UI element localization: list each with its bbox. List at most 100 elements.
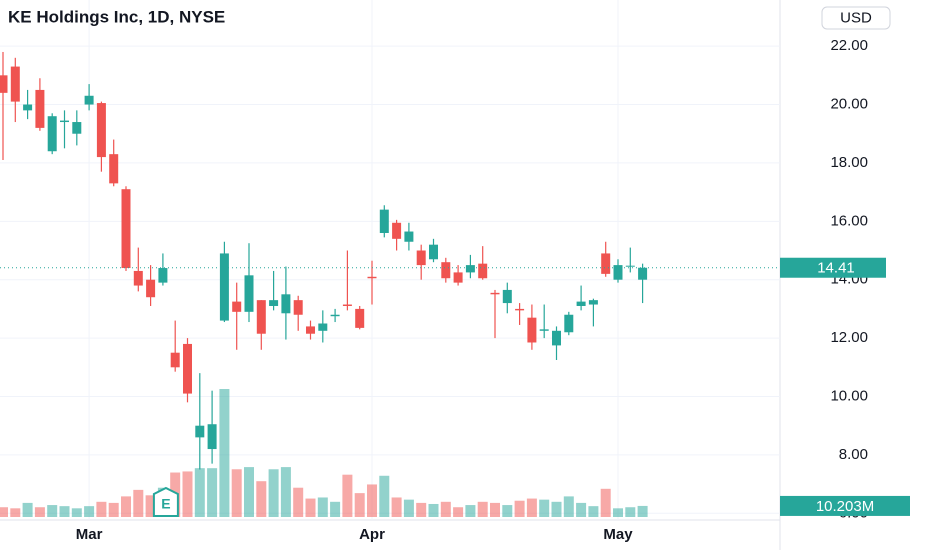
- volume-bar: [71, 508, 82, 517]
- candle-body: [515, 308, 525, 311]
- candle-body: [293, 300, 303, 315]
- volume-bar: [588, 506, 599, 517]
- candle-body: [158, 268, 168, 283]
- volume-bar: [563, 496, 574, 517]
- volume-bar: [416, 502, 427, 517]
- y-tick-label: 8.00: [839, 446, 868, 463]
- volume-bar: [490, 502, 500, 517]
- last-volume-label: 10.203M: [816, 498, 874, 515]
- volume-bar: [108, 502, 119, 517]
- candle-body: [342, 304, 352, 306]
- volume-bar: [514, 500, 525, 517]
- y-tick-label: 12.00: [830, 329, 868, 346]
- candle-body: [256, 300, 266, 334]
- x-tick-label: Mar: [76, 526, 103, 543]
- volume-bar: [600, 488, 611, 517]
- volume-bar: [317, 497, 328, 517]
- candle-body: [539, 329, 549, 331]
- candle-body: [84, 95, 94, 105]
- volume-bar: [293, 487, 304, 517]
- volume-bar: [34, 507, 45, 517]
- candle-body: [330, 314, 340, 317]
- candle-body: [404, 231, 414, 242]
- candle-body: [379, 209, 389, 233]
- earnings-label: E: [161, 496, 170, 512]
- volume-bar: [403, 499, 414, 517]
- volume-bar: [613, 508, 623, 517]
- y-tick-label: 18.00: [830, 154, 868, 171]
- x-tick-label: Apr: [359, 526, 385, 543]
- candle-body: [429, 244, 438, 260]
- candle-body: [10, 66, 20, 102]
- candle-body: [490, 292, 500, 295]
- y-tick-label: 22.00: [830, 37, 868, 54]
- volume-bar: [244, 467, 254, 517]
- candle-body: [527, 317, 537, 343]
- candle-body: [146, 279, 156, 298]
- candle-body: [613, 265, 623, 280]
- volume-bar: [330, 501, 341, 517]
- volume-bar: [625, 507, 636, 517]
- volume-bar: [47, 505, 58, 517]
- volume-bar: [305, 498, 316, 517]
- volume-bar: [526, 498, 537, 517]
- candles: [0, 51, 780, 470]
- candle-body: [170, 352, 180, 368]
- candle-body: [441, 262, 451, 279]
- candle-body: [219, 253, 229, 321]
- volume-bar: [22, 502, 33, 517]
- candle-body: [392, 222, 402, 239]
- last-price-box: [780, 257, 886, 278]
- candle-body: [638, 267, 648, 280]
- volume-bar: [96, 501, 107, 517]
- volume-bar: [440, 501, 451, 517]
- candle-body: [47, 116, 57, 152]
- candle-body: [306, 326, 315, 334]
- candle-body: [588, 300, 598, 305]
- last-price-label: 14.41: [817, 260, 855, 277]
- candle-body: [281, 294, 291, 314]
- volume-bar: [477, 501, 488, 517]
- volume-bar: [121, 496, 131, 517]
- candle-body: [35, 89, 45, 128]
- candle-body: [0, 75, 8, 93]
- candle-body: [195, 425, 205, 438]
- volume-bar: [219, 389, 230, 517]
- volume-bar: [194, 468, 205, 517]
- candle-body: [96, 103, 106, 158]
- volume-bar: [342, 474, 353, 517]
- x-tick-label: May: [603, 526, 633, 543]
- volume-bar: [207, 468, 218, 517]
- candle-body: [465, 265, 475, 273]
- earnings-badge: [152, 486, 179, 517]
- candle-body: [207, 424, 217, 450]
- candle-body: [601, 253, 611, 274]
- volume-bar: [551, 501, 562, 517]
- currency[interactable]: USD: [840, 9, 872, 26]
- volume-bar: [428, 503, 439, 517]
- volume-bar: [182, 471, 193, 517]
- volume-bar: [280, 467, 291, 517]
- volume-bar: [637, 505, 648, 517]
- volume-bar: [391, 497, 402, 517]
- volume-bar: [502, 505, 513, 517]
- volume-bar: [268, 469, 279, 517]
- candle-body: [625, 265, 635, 267]
- currency-box[interactable]: [821, 6, 891, 30]
- candle-body: [502, 289, 512, 304]
- candle-body: [121, 189, 131, 269]
- chart-title: KE Holdings Inc, 1D, NYSE: [8, 7, 225, 26]
- axes: 6.008.0010.0012.0014.0016.0018.0020.0022…: [76, 37, 910, 543]
- candle-body: [269, 300, 279, 306]
- volume-bar: [231, 469, 242, 517]
- candle-body: [355, 308, 365, 328]
- candle-body: [318, 323, 328, 331]
- candle-body: [244, 275, 254, 312]
- volume-bar: [133, 489, 144, 517]
- candle-body: [133, 270, 143, 286]
- candle-body: [552, 330, 561, 346]
- y-tick-label: 16.00: [830, 212, 868, 229]
- y-tick-label: 20.00: [830, 95, 868, 112]
- candle-body: [232, 301, 242, 312]
